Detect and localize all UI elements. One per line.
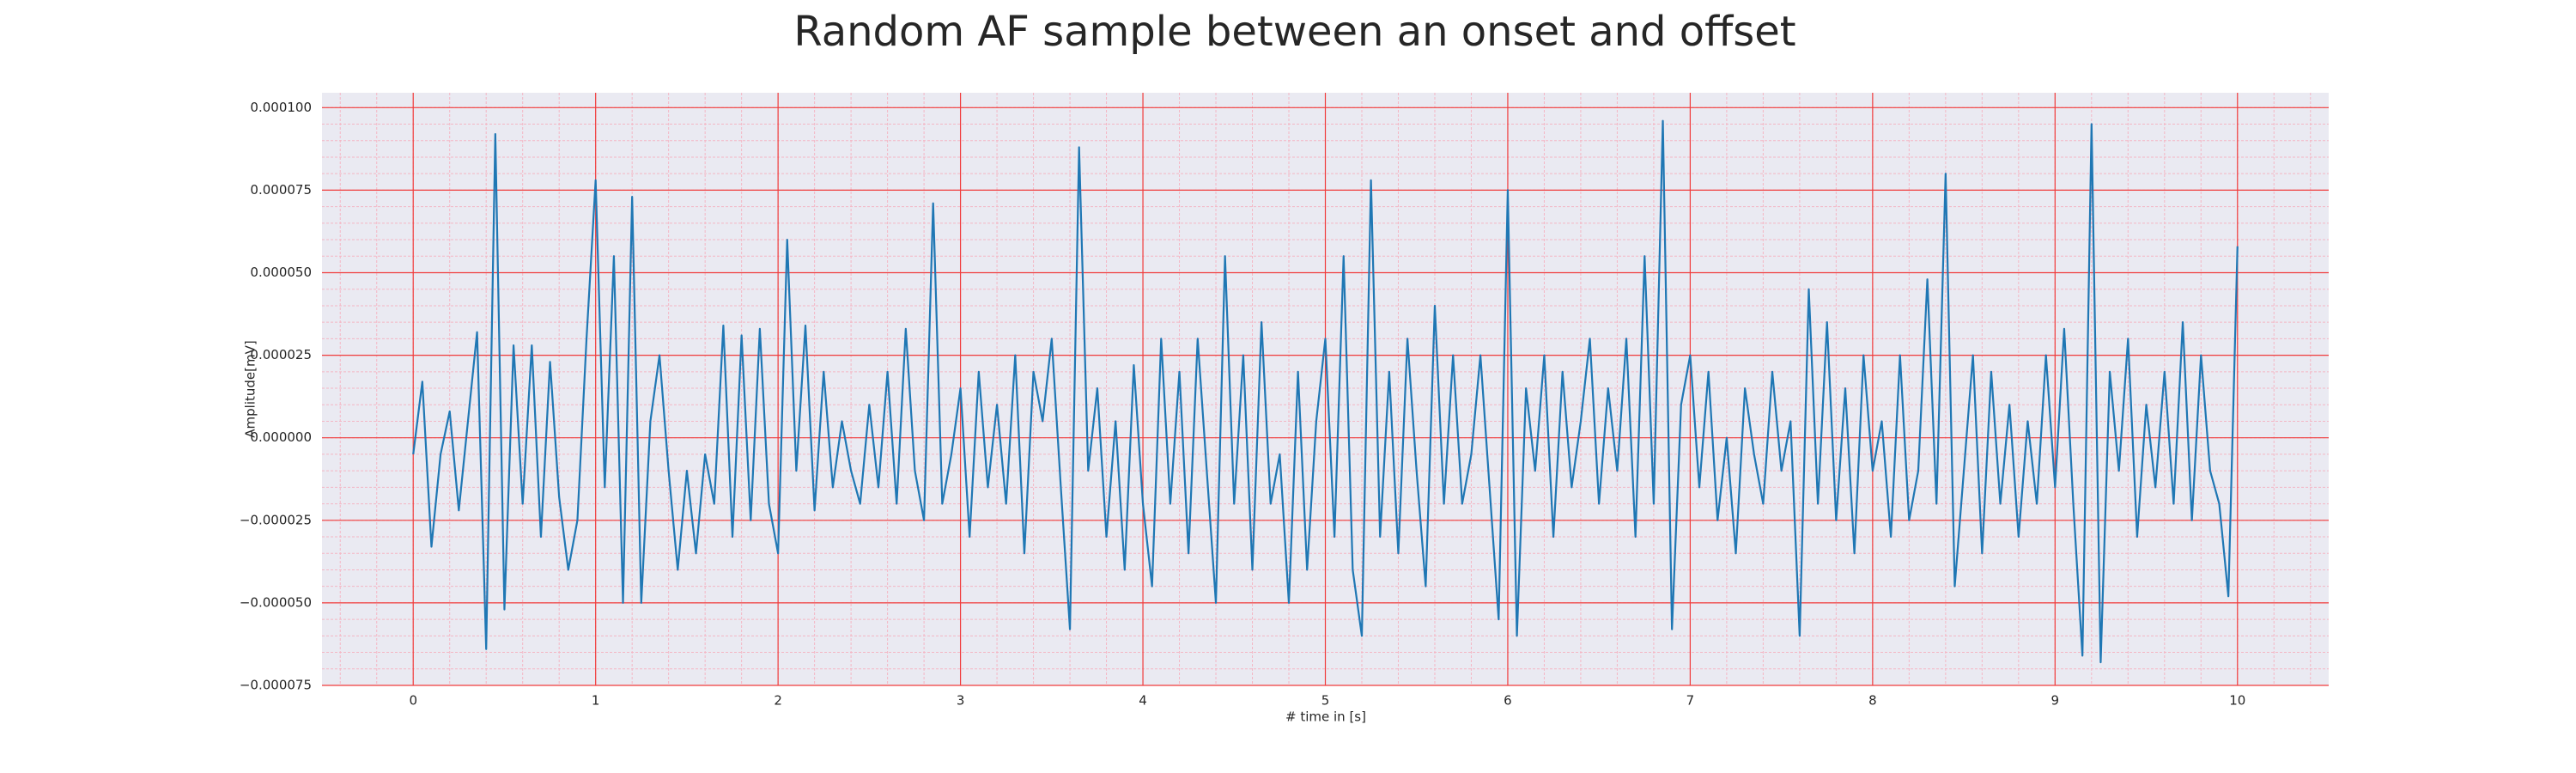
x-tick-label: 2 xyxy=(774,693,782,709)
chart-title: Random AF sample between an onset and of… xyxy=(793,8,1795,56)
x-tick-label: 1 xyxy=(592,693,600,709)
x-tick-label: 9 xyxy=(2051,693,2060,709)
y-tick-label: −0.000025 xyxy=(240,512,312,527)
y-tick-label: −0.000050 xyxy=(240,594,312,610)
y-tick-label: 0.000000 xyxy=(250,429,312,445)
y-tick-label: 0.000025 xyxy=(250,347,312,362)
y-tick-label: 0.000075 xyxy=(250,182,312,198)
x-tick-label: 0 xyxy=(409,693,417,709)
x-axis-label: # time in [s] xyxy=(1285,709,1366,725)
x-tick-label: 5 xyxy=(1321,693,1330,709)
x-tick-label: 10 xyxy=(2229,693,2245,709)
y-tick-label: 0.000100 xyxy=(250,100,312,115)
line-series xyxy=(412,119,2239,664)
y-axis-label: Amplitude[mV] xyxy=(243,340,258,437)
y-tick-label: 0.000050 xyxy=(250,265,312,280)
y-tick-label: −0.000075 xyxy=(240,678,312,693)
x-tick-label: 6 xyxy=(1504,693,1512,709)
x-tick-label: 4 xyxy=(1139,693,1147,709)
x-tick-label: 7 xyxy=(1686,693,1695,709)
x-tick-label: 3 xyxy=(957,693,965,709)
x-tick-label: 8 xyxy=(1868,693,1877,709)
